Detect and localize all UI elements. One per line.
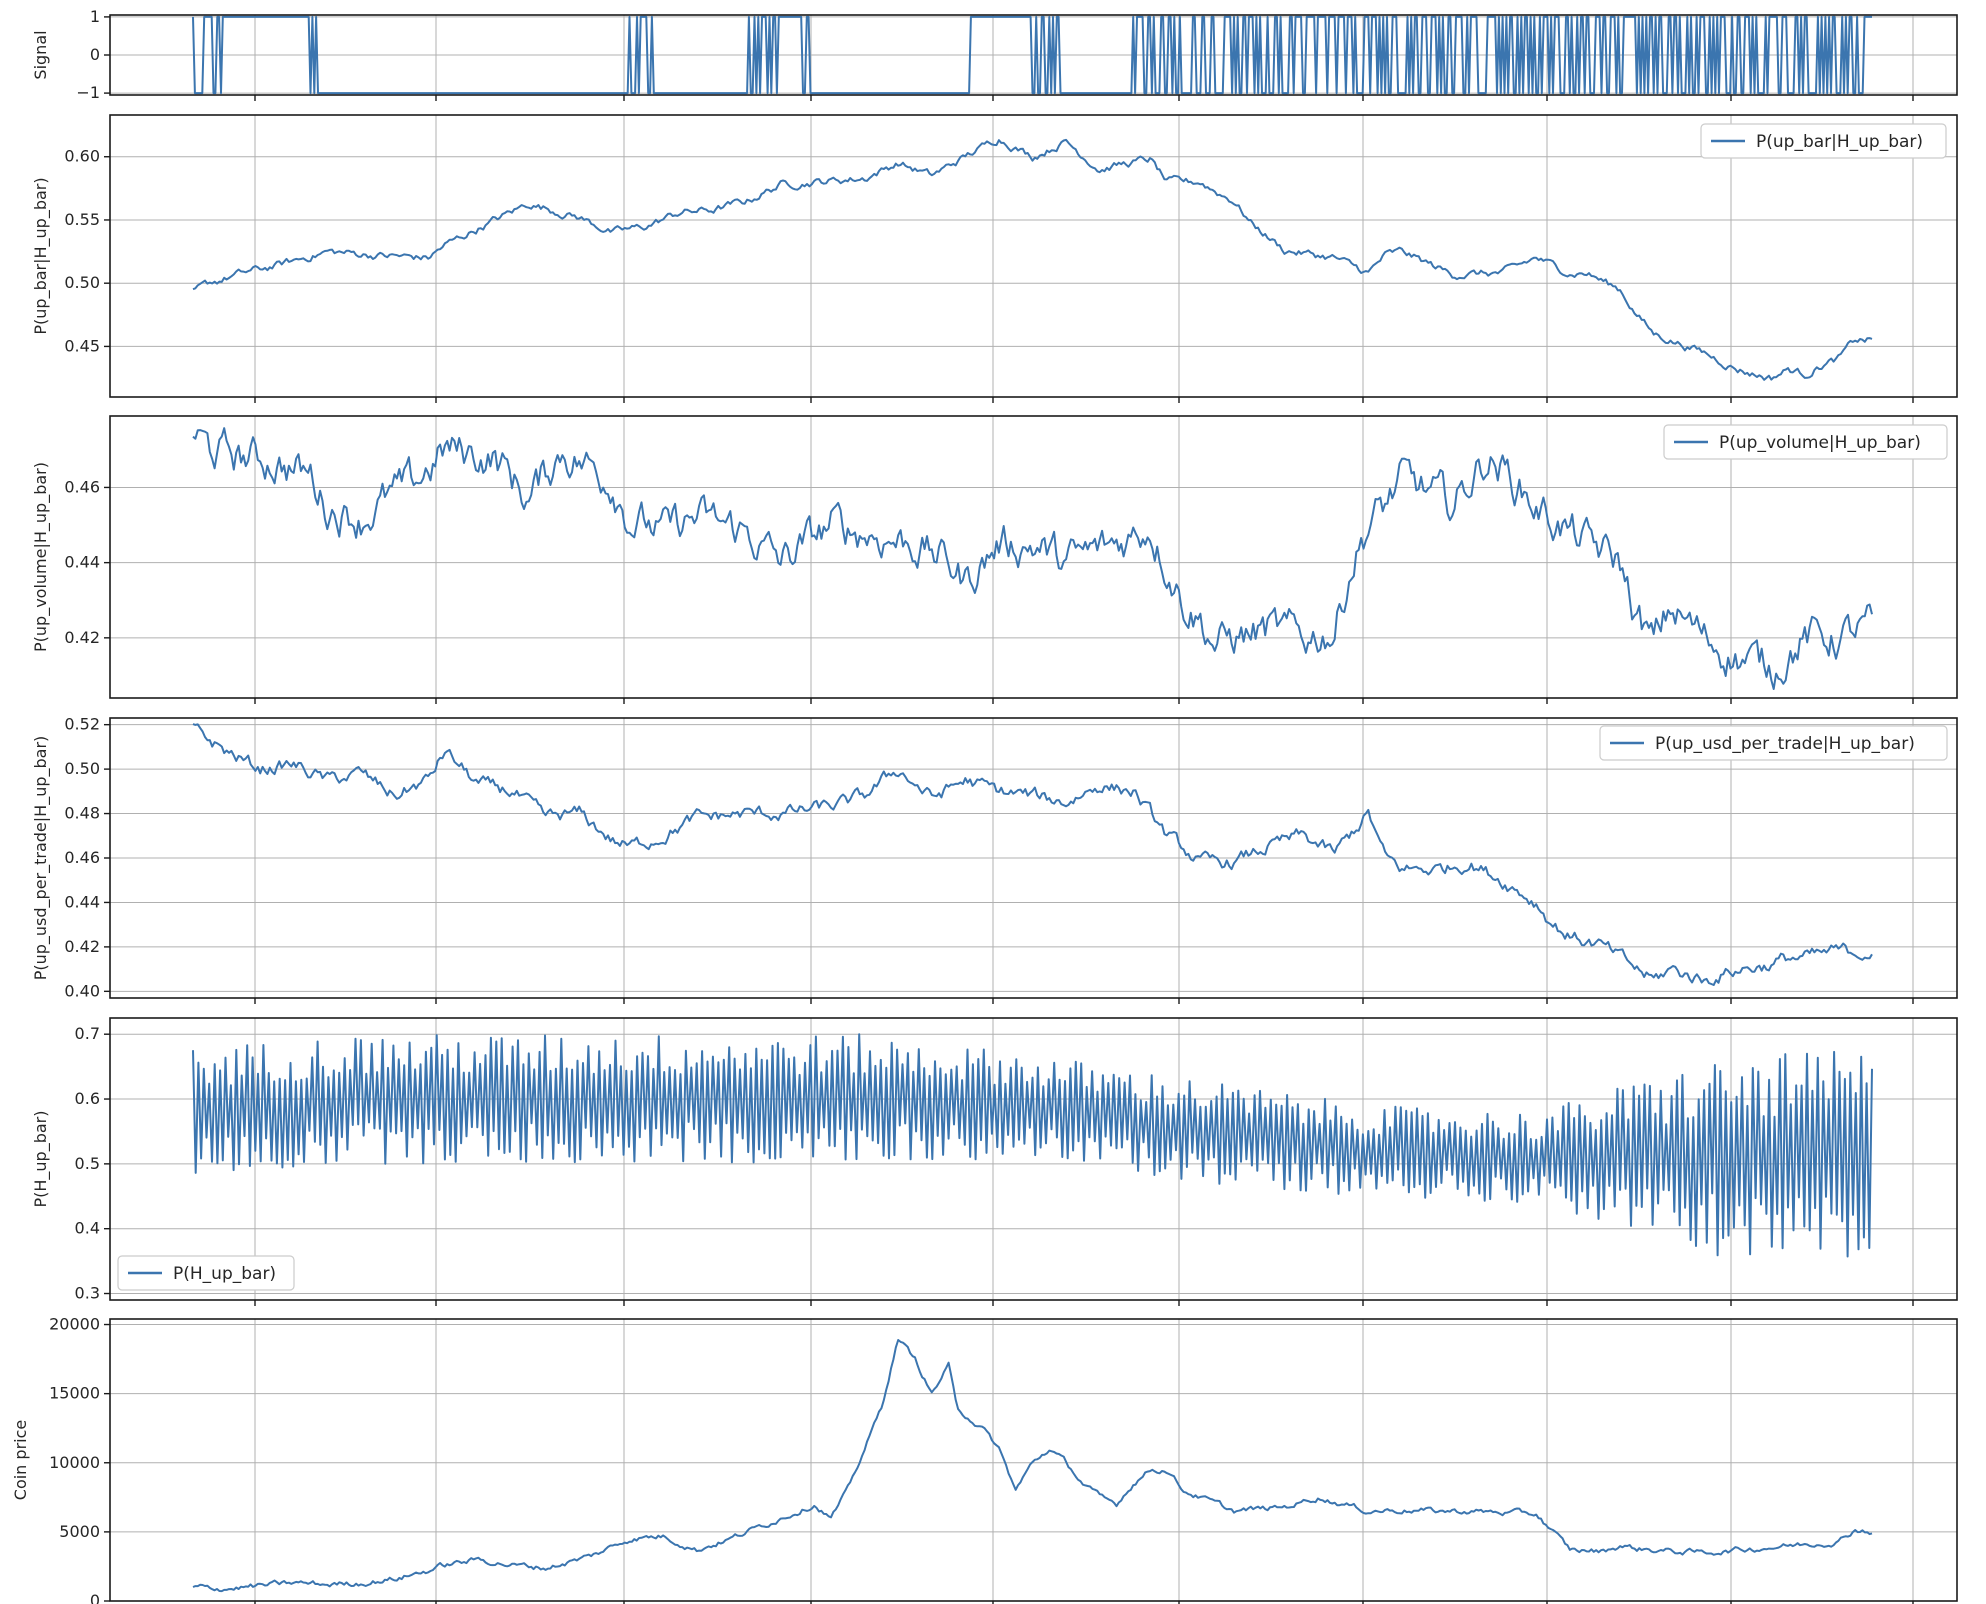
coin-price-ytick-label: 0 [90, 1591, 100, 1604]
h-up-bar-x-ticks [104, 1033, 1914, 1306]
coin-price-x-ticks [104, 1323, 1914, 1604]
signal-x-ticks [104, 16, 1914, 101]
h-up-bar-axes-frame [109, 1017, 1958, 1301]
h-up-bar-y-ticks: 0.7 0.6 0.5 0.4 0.3 [75, 1024, 100, 1302]
up-usd-per-trade-legend: P(up_usd_per_trade|H_up_bar) [1599, 725, 1948, 761]
up-usd-per-trade-ylabel: P(up_usd_per_trade|H_up_bar) [31, 736, 51, 981]
coin-price-ytick-label: 20000 [49, 1315, 100, 1334]
signal-ytick-label: 0 [90, 45, 100, 64]
up-bar-legend-box [1700, 123, 1947, 159]
up-volume-ytick-label: 0.46 [64, 477, 100, 496]
coin-price-axes-frame [109, 1318, 1958, 1602]
up-volume-ytick-label: 0.42 [64, 628, 100, 647]
up-usd-per-trade-ytick-label: 0.44 [64, 892, 100, 911]
up-usd-per-trade-ytick-label: 0.40 [64, 981, 100, 1000]
up-bar-ytick-label: 0.55 [64, 210, 100, 229]
coin-price-ytick-label: 15000 [49, 1384, 100, 1403]
up-volume-legend-box [1663, 424, 1948, 460]
h-up-bar-ytick-label: 0.4 [75, 1219, 100, 1238]
up-bar-grid [110, 115, 1957, 397]
up-bar-ylabel: P(up_bar|H_up_bar) [31, 177, 51, 334]
coin-price-ytick-label: 10000 [49, 1453, 100, 1472]
signal-ytick-label: −1 [76, 83, 100, 102]
up-volume-ytick-label: 0.44 [64, 553, 100, 572]
up-usd-per-trade-ytick-label: 0.50 [64, 759, 100, 778]
up-usd-per-trade-panel: 0.52 0.50 0.48 0.46 0.44 0.42 0.40 P(up_… [31, 715, 1958, 1004]
coin-price-panel: 20000 15000 10000 5000 0 Coin price [11, 1315, 1958, 1604]
up-volume-x-ticks [104, 486, 1914, 704]
up-usd-per-trade-ytick-label: 0.46 [64, 848, 100, 867]
h-up-bar-ytick-label: 0.3 [75, 1284, 100, 1303]
up-volume-panel: 0.46 0.44 0.42 P(up_volume|H_up_bar) P(u… [31, 415, 1958, 704]
up-bar-x-ticks [104, 156, 1914, 403]
up-bar-legend: P(up_bar|H_up_bar) [1700, 123, 1947, 159]
coin-price-y-ticks: 20000 15000 10000 5000 0 [49, 1315, 100, 1604]
h-up-bar-ytick-label: 0.6 [75, 1089, 100, 1108]
up-bar-ytick-label: 0.60 [64, 147, 100, 166]
up-usd-per-trade-legend-box [1599, 725, 1948, 761]
coin-price-ytick-label: 5000 [59, 1522, 100, 1541]
up-usd-per-trade-ytick-label: 0.52 [64, 715, 100, 734]
signal-ytick-label: 1 [90, 7, 100, 26]
coin-price-ylabel: Coin price [11, 1420, 30, 1500]
h-up-bar-ylabel: P(H_up_bar) [31, 1111, 51, 1208]
h-up-bar-ytick-label: 0.7 [75, 1024, 100, 1043]
h-up-bar-legend: P(H_up_bar) [117, 1255, 295, 1291]
h-up-bar-legend-box [117, 1255, 295, 1291]
coin-price-series-line [192, 1339, 1873, 1593]
up-usd-per-trade-ytick-label: 0.48 [64, 804, 100, 823]
up-bar-ytick-label: 0.45 [64, 336, 100, 355]
up-volume-grid [110, 416, 1957, 698]
up-volume-ylabel: P(up_volume|H_up_bar) [31, 462, 51, 652]
h-up-bar-legend-label: P(H_up_bar) [173, 1264, 276, 1284]
up-bar-axes-frame [109, 114, 1958, 398]
up-volume-axes-frame [109, 415, 1958, 699]
up-usd-per-trade-y-ticks: 0.52 0.50 0.48 0.46 0.44 0.42 0.40 [64, 715, 100, 1001]
signal-panel: 1 0 −1 Signal [31, 7, 1958, 102]
signal-ylabel: Signal [31, 30, 50, 79]
up-volume-y-ticks: 0.46 0.44 0.42 [64, 477, 100, 646]
up-volume-legend-label: P(up_volume|H_up_bar) [1719, 433, 1921, 453]
up-bar-ytick-label: 0.50 [64, 273, 100, 292]
up-volume-series-line [192, 427, 1873, 690]
h-up-bar-ytick-label: 0.5 [75, 1154, 100, 1173]
h-up-bar-series-line [192, 1033, 1873, 1258]
h-up-bar-panel: 0.7 0.6 0.5 0.4 0.3 P(H_up_bar) P(H_up_b… [31, 1017, 1958, 1306]
up-usd-per-trade-grid [110, 718, 1957, 998]
up-bar-y-ticks: 0.60 0.55 0.50 0.45 [64, 147, 100, 356]
up-usd-per-trade-legend-label: P(up_usd_per_trade|H_up_bar) [1655, 734, 1915, 754]
up-usd-per-trade-ytick-label: 0.42 [64, 937, 100, 956]
up-bar-legend-label: P(up_bar|H_up_bar) [1756, 132, 1923, 152]
signal-y-ticks: 1 0 −1 [76, 7, 100, 102]
up-bar-series-line [192, 138, 1873, 381]
up-usd-per-trade-series-line [192, 723, 1873, 986]
up-volume-legend: P(up_volume|H_up_bar) [1663, 424, 1948, 460]
signal-series-line [192, 15, 1872, 95]
up-bar-panel: 0.60 0.55 0.50 0.45 P(up_bar|H_up_bar) P… [31, 114, 1958, 403]
up-usd-per-trade-x-ticks [104, 723, 1914, 1004]
